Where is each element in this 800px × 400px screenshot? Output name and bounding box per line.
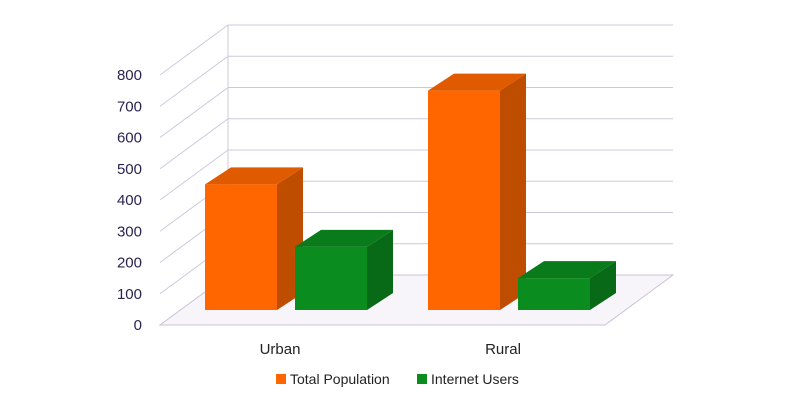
bar-top — [295, 229, 393, 247]
bar-side — [590, 261, 616, 310]
bars — [205, 73, 616, 310]
legend-swatch — [276, 374, 286, 384]
y-tick-label: 300 — [117, 223, 142, 240]
bar-front — [518, 278, 590, 310]
category-label: Urban — [260, 341, 301, 358]
legend-item: Internet Users — [417, 371, 519, 387]
bar — [428, 73, 526, 310]
legend-item: Total Population — [276, 371, 390, 387]
bar-top — [205, 167, 303, 185]
bar-front — [205, 184, 277, 310]
bar — [295, 229, 393, 310]
legend: Total Population Internet Users — [276, 371, 519, 387]
y-tick-label: 600 — [117, 130, 142, 147]
bar — [205, 167, 303, 310]
legend-swatch — [417, 374, 427, 384]
bar-side — [367, 229, 393, 310]
gridline-wall — [159, 118, 229, 170]
y-axis-ticks: 0 100 200 300 400 500 600 700 800 — [117, 67, 142, 334]
category-label: Rural — [485, 341, 521, 358]
y-tick-label: 200 — [117, 255, 142, 272]
bar-side — [500, 73, 526, 310]
y-tick-label: 0 — [134, 317, 142, 334]
legend-label: Total Population — [290, 371, 390, 387]
y-tick-label: 100 — [117, 286, 142, 303]
bar — [518, 261, 616, 310]
gridline-wall — [159, 24, 229, 76]
x-axis-categories: Urban Rural — [260, 341, 521, 358]
bar-front — [295, 246, 367, 310]
legend-label: Internet Users — [431, 371, 519, 387]
y-tick-label: 700 — [117, 98, 142, 115]
gridline-wall — [159, 87, 229, 138]
y-tick-label: 400 — [117, 192, 142, 209]
bar-front — [428, 90, 500, 310]
y-tick-label: 800 — [117, 67, 142, 84]
y-tick-label: 500 — [117, 161, 142, 178]
bar-top — [428, 73, 526, 91]
bar-top — [518, 261, 616, 279]
gridline-wall — [159, 149, 229, 201]
gridline-wall — [159, 55, 229, 107]
